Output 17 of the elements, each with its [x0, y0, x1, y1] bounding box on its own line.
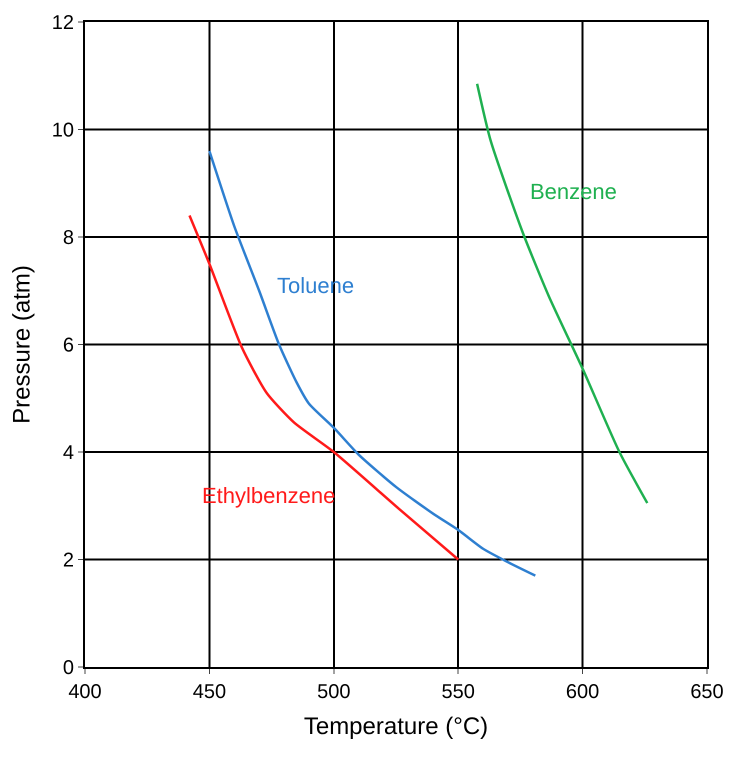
y-tick-label: 2 [62, 550, 74, 572]
y-tick-label: 10 [52, 120, 74, 142]
y-tick-label: 0 [62, 657, 74, 679]
x-axis-title: Temperature (°C) [304, 712, 488, 740]
y-tick-label: 8 [62, 227, 74, 249]
y-tick-label: 4 [62, 442, 74, 464]
x-tick-label: 400 [68, 681, 102, 703]
y-tick-label: 12 [52, 12, 74, 34]
x-tick-label: 650 [690, 681, 724, 703]
x-tick-label: 450 [192, 681, 226, 703]
line-series [476, 82, 649, 504]
x-tick-label: 600 [566, 681, 600, 703]
x-tick-label: 500 [317, 681, 350, 703]
x-tick-label: 550 [442, 681, 475, 703]
line-series [188, 214, 460, 561]
y-tick-label: 6 [62, 334, 74, 356]
y-axis-title: Pressure (atm) [8, 265, 36, 424]
